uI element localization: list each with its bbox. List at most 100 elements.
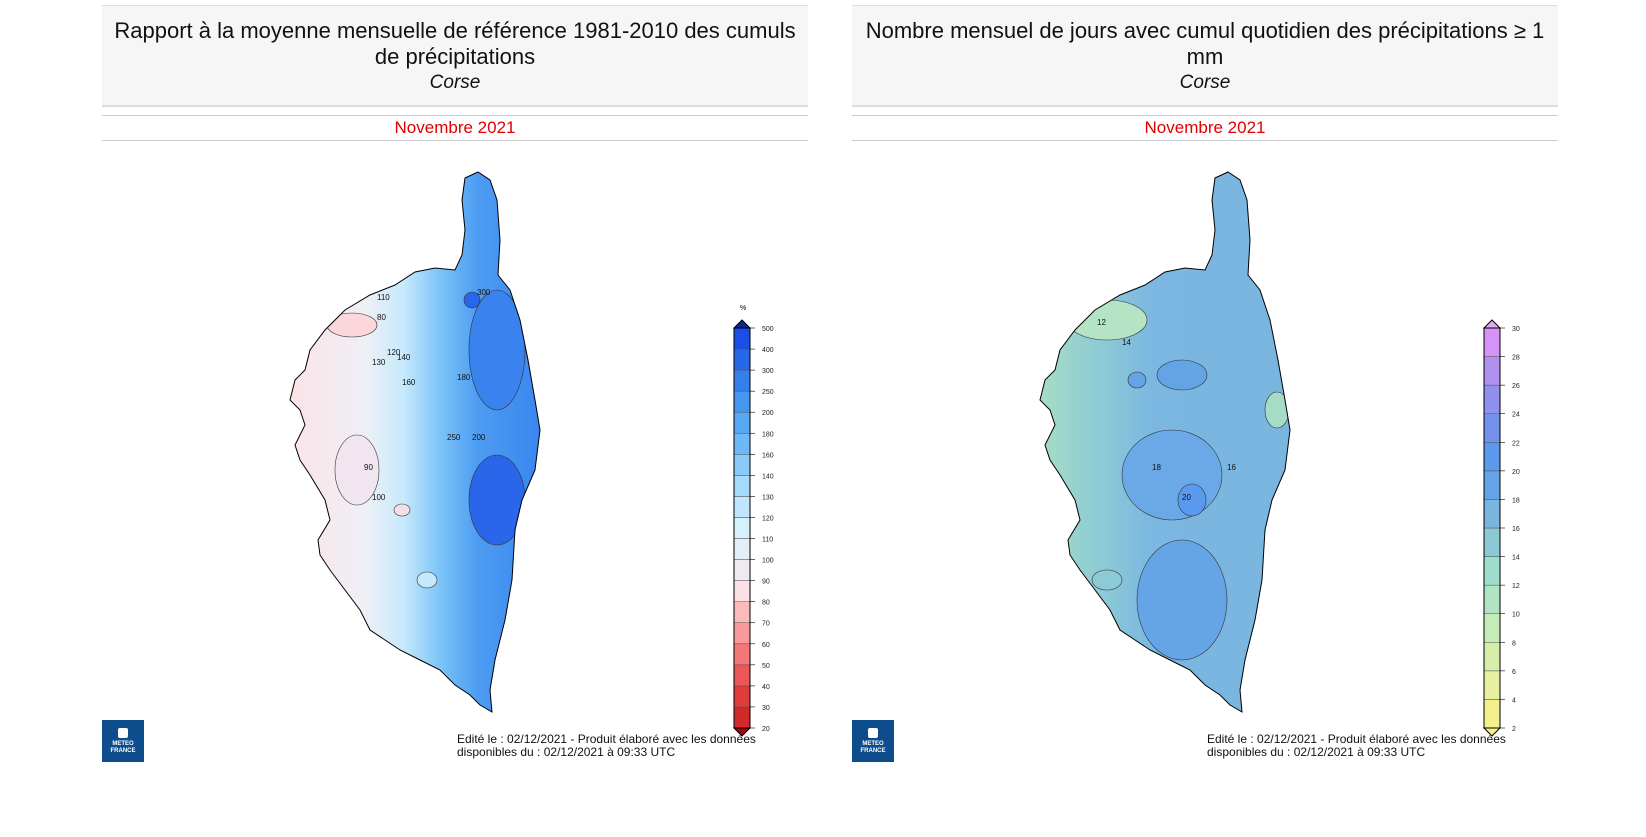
legend-bin	[733, 327, 751, 350]
footer-line-1: Edité le : 02/12/2021 - Produit élaboré …	[1207, 732, 1506, 746]
title-box: Rapport à la moyenne mensuelle de référe…	[102, 5, 808, 107]
contour-label: 140	[397, 353, 411, 362]
legend-label: 300	[762, 368, 774, 375]
legend-label: 22	[1512, 440, 1520, 447]
legend-bin	[733, 517, 751, 539]
legend-label: 6	[1512, 669, 1516, 676]
legend-bin	[1483, 584, 1501, 614]
legend-label: 10	[1512, 612, 1520, 619]
footer-note: Edité le : 02/12/2021 - Produit élaboré …	[457, 733, 756, 759]
contour-region	[1136, 539, 1228, 661]
legend-label: 180	[762, 431, 774, 438]
contour-region	[468, 289, 526, 411]
legend-bin	[733, 475, 751, 497]
map-title: Rapport à la moyenne mensuelle de référe…	[114, 18, 796, 69]
contour-region	[393, 503, 411, 517]
region-label: Corse	[429, 72, 481, 93]
contour-label: 12	[1097, 318, 1106, 327]
contour-region	[1177, 483, 1207, 517]
rain-days-panel: Nombre mensuel de jours avec cumul quoti…	[852, 0, 1562, 837]
footer-line-2: disponibles du : 02/12/2021 à 09:33 UTC	[457, 745, 676, 759]
legend-bin	[733, 622, 751, 645]
legend-label: 90	[762, 579, 770, 586]
legend-label: 130	[762, 494, 774, 501]
legend-label: 160	[762, 452, 774, 459]
contour-region	[326, 312, 378, 338]
legend-label: 30	[762, 705, 770, 712]
legend-bin	[733, 411, 751, 434]
legend-label: 140	[762, 473, 774, 480]
legend-label: 12	[1512, 583, 1520, 590]
contour-label: 180	[457, 373, 471, 382]
meteo-france-logo: METEO FRANCE	[852, 720, 894, 762]
legend-label: 24	[1512, 412, 1520, 419]
contour-region	[1127, 371, 1147, 389]
legend-bin	[1483, 527, 1501, 557]
contour-region	[1091, 569, 1123, 591]
legend-label: 14	[1512, 555, 1520, 562]
legend-label: 250	[762, 389, 774, 396]
contour-region	[463, 291, 481, 309]
legend-arrow-high	[732, 319, 752, 329]
contour-label: 20	[1182, 493, 1191, 502]
legend-label: 30	[1512, 326, 1520, 333]
date-label: Novembre 2021	[852, 115, 1558, 141]
contour-region	[1066, 299, 1148, 341]
legend-label: 50	[762, 663, 770, 670]
legend-bin	[1483, 556, 1501, 586]
contour-label: 90	[364, 463, 373, 472]
date-label: Novembre 2021	[102, 115, 808, 141]
meteo-france-logo: METEO FRANCE	[102, 720, 144, 762]
legend-arrow-high	[1482, 319, 1502, 329]
contour-region	[1156, 359, 1208, 391]
legend-label: 8	[1512, 640, 1516, 647]
legend-label: 28	[1512, 355, 1520, 362]
legend-bin	[1483, 442, 1501, 472]
coastline	[289, 171, 541, 713]
legend-bin	[733, 664, 751, 687]
legend-bin	[1483, 499, 1501, 529]
contour-label: 100	[372, 493, 386, 502]
contour-region	[416, 571, 438, 589]
legend-bin	[1483, 356, 1501, 386]
legend-bin	[733, 559, 751, 581]
coastline	[1039, 171, 1291, 713]
legend-label: 60	[762, 642, 770, 649]
legend-bin	[1483, 670, 1501, 700]
legend-label: 120	[762, 515, 774, 522]
legend-label: 500	[762, 326, 774, 333]
legend-bin	[1483, 470, 1501, 500]
contour-label: 200	[472, 433, 486, 442]
legend-unit: %	[740, 305, 746, 312]
legend-label: 18	[1512, 497, 1520, 504]
legend-label: 16	[1512, 526, 1520, 533]
legend-label: 4	[1512, 697, 1516, 704]
region-label: Corse	[1179, 72, 1231, 93]
legend-frame	[733, 327, 751, 729]
legend-label: 20	[1512, 469, 1520, 476]
legend-bin	[733, 685, 751, 708]
contour-label: 110	[377, 293, 390, 302]
legend-label: 70	[762, 621, 770, 628]
legend-bin	[733, 643, 751, 666]
contour-region	[334, 434, 380, 506]
legend-bin	[733, 348, 751, 371]
legend-bin	[1483, 413, 1501, 443]
contour-region	[468, 454, 526, 546]
contour-label: 16	[1227, 463, 1236, 472]
legend-bin	[1483, 327, 1501, 357]
legend-label: 80	[762, 600, 770, 607]
legend-label: 200	[762, 410, 774, 417]
legend-bin	[733, 580, 751, 602]
contour-label: 18	[1152, 463, 1161, 472]
legend-bin	[733, 454, 751, 476]
contour-region	[1121, 429, 1223, 521]
footer-note: Edité le : 02/12/2021 - Produit élaboré …	[1207, 733, 1506, 759]
legend-label: 40	[762, 684, 770, 691]
legend-label: 20	[762, 726, 770, 733]
contour-label: 130	[372, 358, 386, 367]
contour-label: 300	[477, 288, 491, 297]
contour-label: 80	[377, 313, 386, 322]
contour-region	[1264, 391, 1290, 429]
